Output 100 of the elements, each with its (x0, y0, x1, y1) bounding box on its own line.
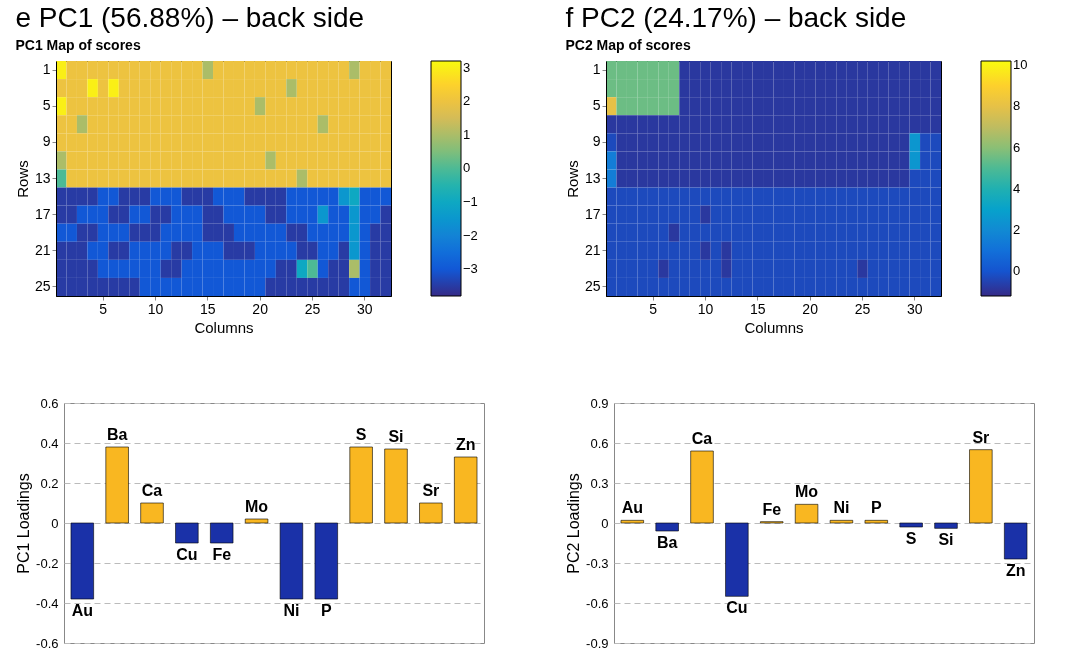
x-tick-label: 10 (697, 300, 714, 317)
y-tick-label: 5 (592, 97, 601, 114)
x-tick-label: P (870, 499, 882, 517)
x-tick-label: Ni (283, 602, 300, 619)
x-tick-label: Sr (972, 428, 990, 446)
bar (244, 518, 269, 524)
y-tick-label: 1 (592, 61, 601, 78)
y-tick-label: -0.9 (586, 635, 609, 651)
color-bar-label: −2 (463, 227, 478, 243)
chart-subtitle: PC1 Map of scores (15, 37, 141, 53)
y-axis-title: Rows (563, 160, 581, 198)
chart-subtitle: PC2 Map of scores (565, 37, 691, 53)
bar (384, 448, 408, 524)
x-tick-label: 30 (357, 300, 373, 317)
y-tick-label: 9 (42, 133, 51, 150)
y-tick-label: -0.6 (36, 635, 59, 651)
color-bar-label: 2 (463, 93, 471, 109)
y-axis-title: PC1 Loadings (15, 473, 33, 574)
y-tick-label: 0 (51, 515, 59, 531)
x-tick-label: 20 (252, 300, 269, 317)
color-bar-label: 2 (1013, 222, 1021, 238)
x-tick-label: Fe (762, 500, 782, 518)
x-tick-label: 15 (200, 300, 216, 317)
bar (140, 502, 164, 524)
x-tick-label: 25 (854, 300, 871, 317)
y-tick-label: 17 (584, 205, 601, 222)
x-tick-label: S (905, 530, 917, 547)
y-tick-label: 5 (42, 97, 51, 114)
color-bar-label: 10 (1013, 57, 1028, 73)
y-tick-label: 17 (34, 205, 51, 222)
y-tick-label: 0.2 (40, 475, 59, 491)
y-tick-label: -0.6 (586, 595, 609, 611)
x-tick-label: Zn (455, 436, 476, 453)
color-bar-label: 0 (1013, 263, 1021, 279)
bar (349, 446, 373, 524)
x-tick-label: S (355, 426, 367, 443)
color-bar-label: 4 (1013, 180, 1021, 196)
color-bar-label: 0 (463, 160, 471, 176)
bar (70, 522, 94, 600)
x-tick-label: 5 (99, 300, 108, 317)
chart-title: e PC1 (56.88%) – back side (15, 2, 365, 33)
y-tick-label: -0.3 (586, 555, 609, 571)
x-tick-label: Si (388, 428, 404, 445)
chart-title: f PC2 (24.17%) – back side (565, 2, 907, 33)
y-tick-label: 0.6 (590, 435, 609, 451)
bar (829, 520, 854, 524)
y-tick-label: -0.4 (36, 595, 59, 611)
x-tick-label: 30 (907, 300, 923, 317)
bar (620, 520, 644, 524)
x-tick-label: Fe (212, 546, 232, 563)
bar (175, 522, 199, 544)
color-bar-label: −1 (463, 194, 478, 209)
color-bar-label: −3 (463, 261, 478, 277)
y-tick-label: 0.3 (590, 475, 609, 491)
y-tick-label: 9 (592, 133, 601, 150)
x-tick-label: 20 (802, 300, 819, 317)
x-tick-label: Mo (795, 483, 819, 501)
y-axis-title: Rows (13, 160, 31, 198)
color-bar-label: 6 (1013, 139, 1021, 155)
x-tick-label: Cu (726, 599, 748, 617)
bar (210, 522, 234, 544)
bar (419, 502, 443, 524)
bar (794, 504, 819, 524)
y-tick-label: 25 (34, 277, 51, 294)
x-axis-title: Columns (194, 318, 254, 336)
color-bar-label: 3 (463, 59, 471, 75)
x-tick-label: P (320, 602, 332, 619)
x-tick-label: 10 (147, 300, 164, 317)
y-tick-label: 13 (584, 169, 601, 186)
y-tick-label: 21 (34, 241, 51, 258)
bar (725, 522, 749, 597)
x-tick-label: Zn (1005, 562, 1026, 579)
x-tick-label: 5 (649, 300, 658, 317)
y-axis-title: PC2 Loadings (565, 473, 583, 574)
y-tick-label: 0.9 (590, 395, 609, 411)
y-tick-label: 0.6 (40, 395, 59, 411)
y-tick-label: 0 (601, 515, 609, 531)
bar (969, 449, 993, 524)
bar (934, 522, 958, 529)
bar (1004, 522, 1028, 560)
x-tick-label: 15 (750, 300, 766, 317)
bar (899, 522, 923, 528)
y-tick-label: 13 (34, 169, 51, 186)
bar (454, 456, 478, 524)
color-bar-label: 1 (463, 126, 471, 142)
y-tick-label: 21 (584, 241, 601, 258)
y-tick-label: 25 (584, 277, 601, 294)
x-tick-label: Au (621, 499, 643, 517)
bar (864, 520, 888, 524)
bar (690, 450, 714, 524)
x-tick-label: Ni (833, 499, 850, 517)
color-bar-label: 8 (1013, 98, 1021, 114)
x-tick-label: 25 (304, 300, 321, 317)
x-tick-label: Ba (656, 534, 678, 551)
x-tick-label: Mo (245, 498, 269, 515)
bar (279, 522, 304, 600)
y-tick-label: 0.4 (40, 435, 59, 451)
bar (105, 446, 129, 524)
y-tick-label: -0.2 (36, 555, 59, 571)
bar (314, 522, 338, 600)
